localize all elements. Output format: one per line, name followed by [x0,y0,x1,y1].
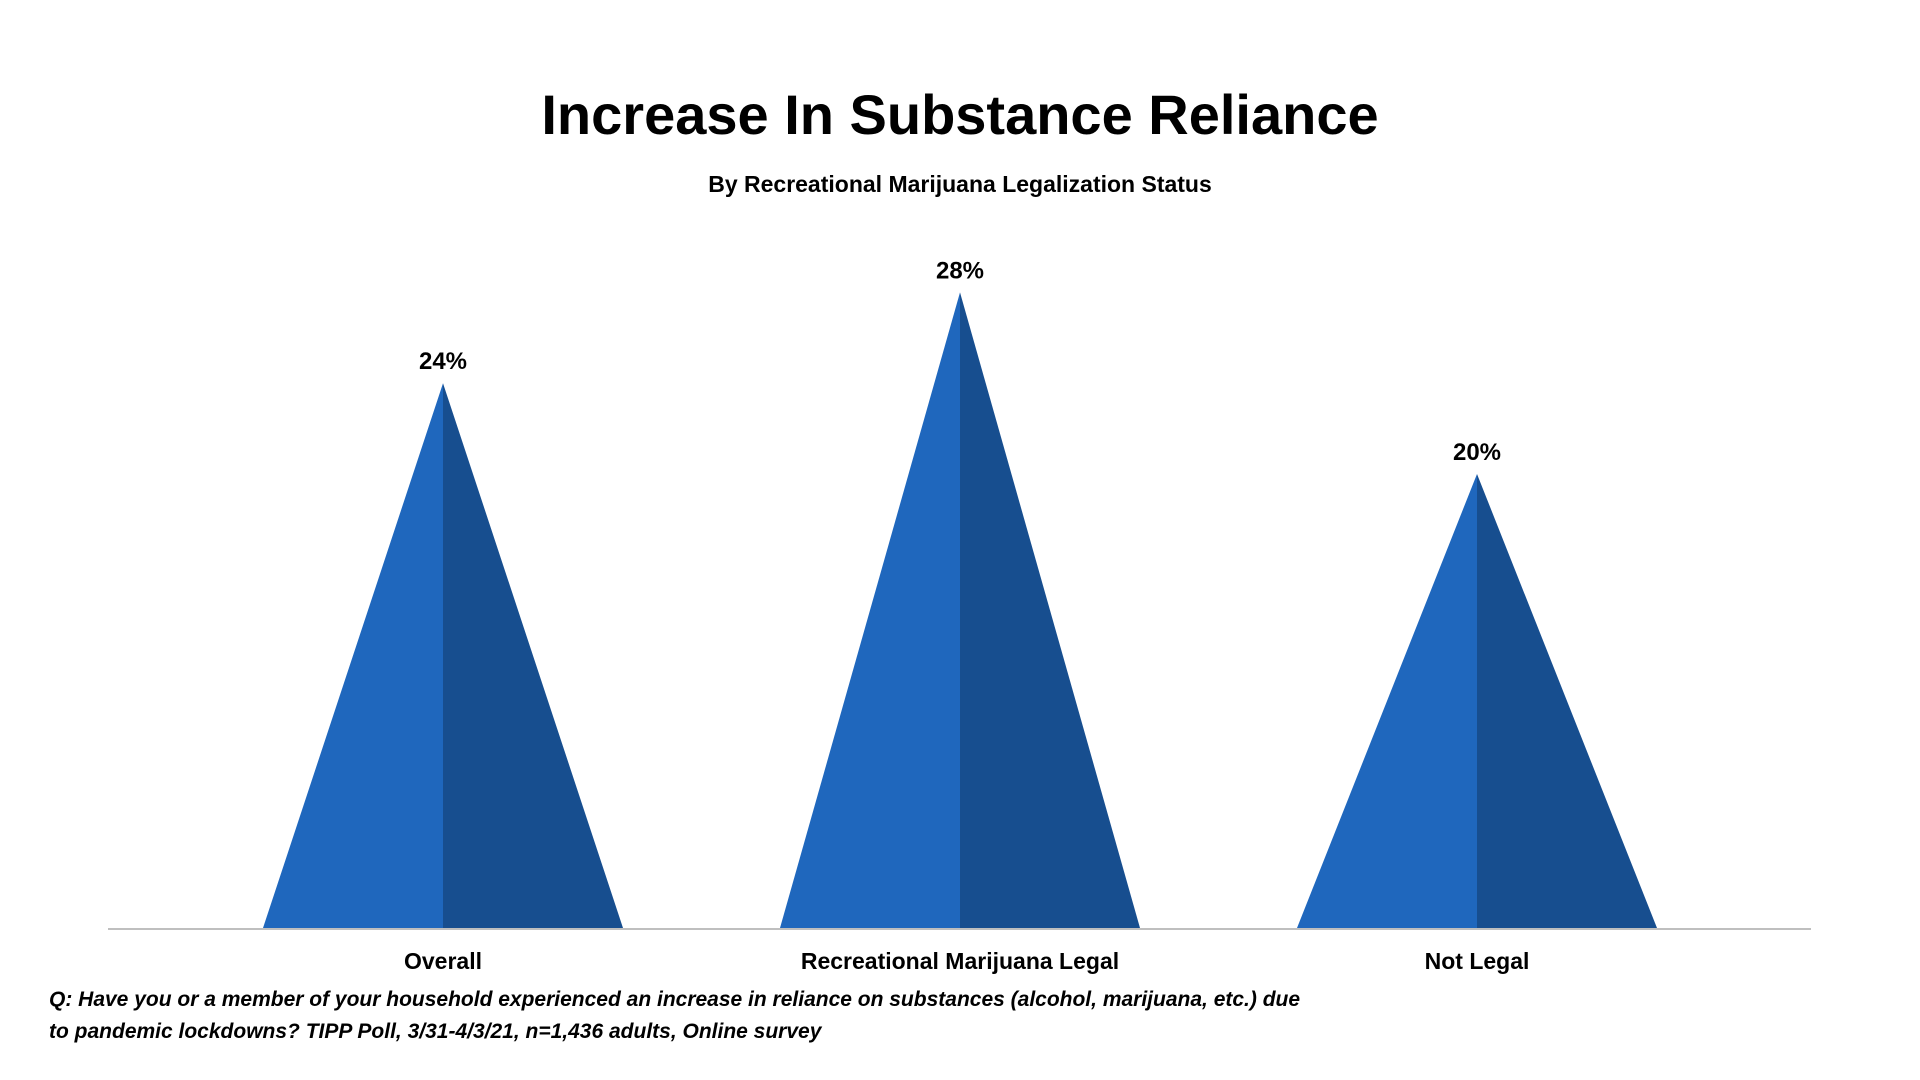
chart-title: Increase In Substance Reliance [541,83,1379,146]
category-label: Overall [404,948,482,974]
data-label: 28% [936,257,984,284]
category-label: Recreational Marijuana Legal [801,948,1119,974]
footnote: Q: Have you or a member of your househol… [49,984,1449,1048]
triangle-bar-right-1 [443,383,623,928]
footnote-line-2: to pandemic lockdowns? TIPP Poll, 3/31-4… [49,1020,822,1043]
category-label: Not Legal [1425,948,1530,974]
data-label: 20% [1453,439,1501,466]
triangle-bar-left-3 [1297,474,1477,928]
footnote-line-1: Q: Have you or a member of your househol… [49,988,1301,1011]
triangle-bar-left-2 [780,292,960,928]
triangle-bar-right-2 [960,292,1140,928]
triangle-bar-left-1 [263,383,443,928]
data-label: 24% [419,348,467,375]
triangle-bar-right-3 [1477,474,1657,928]
chart-subtitle: By Recreational Marijuana Legalization S… [708,171,1212,197]
